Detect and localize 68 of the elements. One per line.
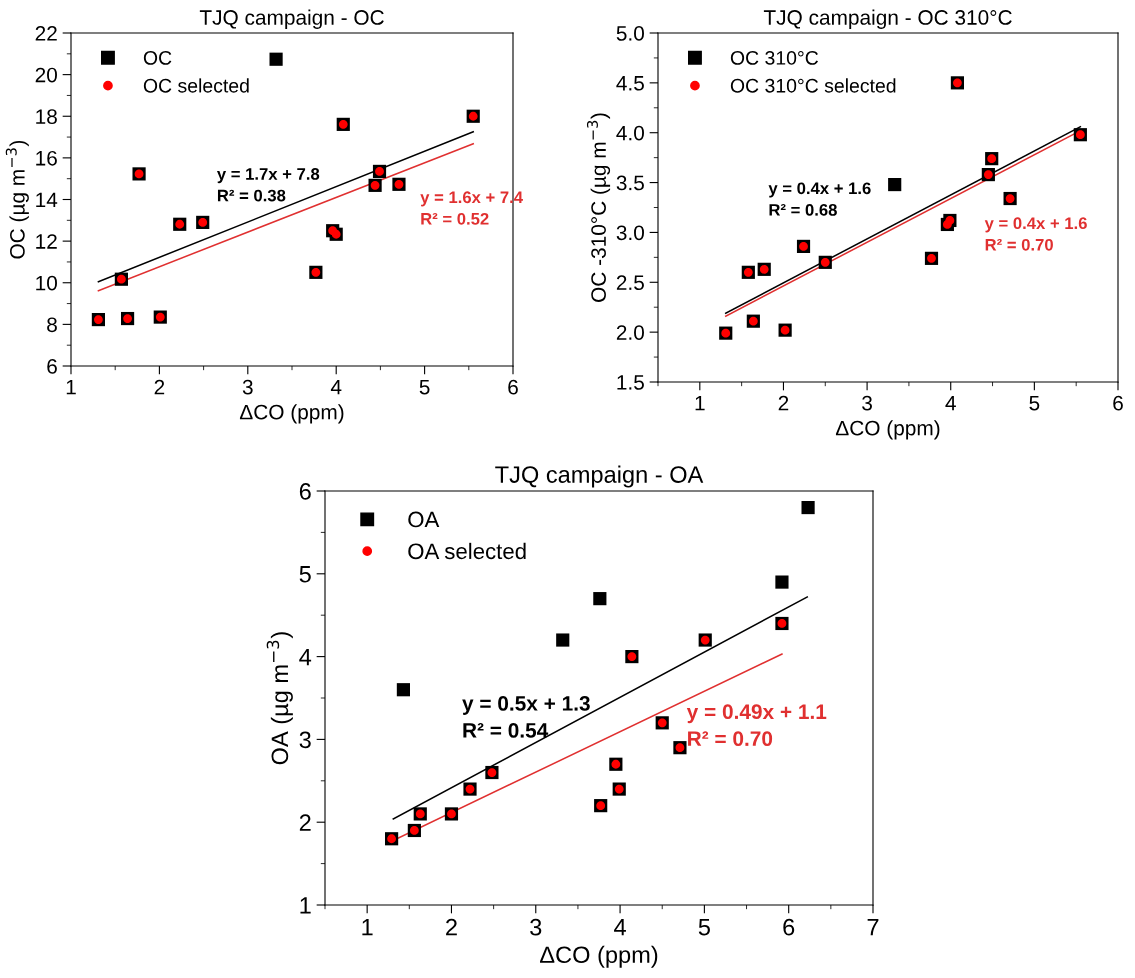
y-tick-label: 20 bbox=[35, 67, 57, 83]
x-tick-label: 3 bbox=[242, 379, 253, 395]
y-tick-label: 2.5 bbox=[616, 275, 644, 291]
annotation: y = 0.4x + 1.6 R² = 0.68 bbox=[768, 182, 871, 216]
chart-title: TJQ campaign - OC 310°C bbox=[763, 9, 1012, 29]
x-tick-label: 5 bbox=[698, 919, 710, 936]
y-tick-label: 2.0 bbox=[616, 325, 644, 340]
x-tick-label: 1 bbox=[362, 919, 373, 936]
y-tick-label: 8 bbox=[47, 317, 57, 333]
y-tick-label: 4.5 bbox=[616, 76, 644, 91]
y-tick-label: 3.0 bbox=[616, 225, 644, 241]
y-tick-label: 6 bbox=[47, 359, 57, 374]
x-tick-label: 1 bbox=[695, 395, 705, 411]
chart-title: TJQ campaign - OC bbox=[199, 9, 384, 29]
y-tick-label: 12 bbox=[36, 234, 57, 249]
y-tick-label: 16 bbox=[36, 150, 57, 166]
x-axis-title: ΔCO (ppm) bbox=[835, 420, 940, 440]
y-tick-label: 1.5 bbox=[617, 375, 644, 390]
chart-title: TJQ campaign - OA bbox=[495, 465, 704, 488]
point bbox=[775, 575, 789, 589]
point bbox=[593, 592, 607, 606]
annotation: y = 0.49x + 1.1 R² = 0.70 bbox=[686, 704, 827, 747]
x-axis-title: ΔCO (ppm) bbox=[239, 404, 344, 424]
y-tick-label: 10 bbox=[36, 275, 57, 291]
y-tick-label: 1 bbox=[300, 897, 311, 914]
x-tick-label: 4 bbox=[330, 379, 342, 395]
x-tick-label: 3 bbox=[530, 918, 542, 936]
x-tick-label: 6 bbox=[783, 918, 795, 936]
annotation: y = 0.4x + 1.6 R² = 0.70 bbox=[984, 217, 1087, 251]
y-tick-label: 22 bbox=[35, 26, 57, 41]
legend-label: OC 310°C selected bbox=[730, 78, 896, 93]
y-tick-label: 5.0 bbox=[616, 26, 644, 41]
y-tick-label: 3 bbox=[299, 731, 311, 749]
legend-label: OA bbox=[408, 511, 440, 528]
x-tick-label: 7 bbox=[867, 919, 879, 936]
point bbox=[888, 177, 902, 192]
legend-label: OC bbox=[143, 51, 172, 65]
y-tick-label: 5 bbox=[299, 566, 311, 583]
x-tick-label: 6 bbox=[508, 379, 518, 395]
y-tick-label: 4.0 bbox=[616, 125, 644, 141]
x-tick-label: 5 bbox=[1029, 395, 1040, 411]
x-tick-label: 2 bbox=[778, 395, 789, 411]
point bbox=[396, 683, 410, 697]
y-axis-title: OC (µg m$^{−3}$) bbox=[5, 140, 29, 259]
legend-label: OA selected bbox=[408, 542, 526, 560]
x-tick-label: 1 bbox=[66, 379, 76, 395]
x-axis-title: ΔCO (ppm) bbox=[540, 945, 658, 968]
x-tick-label: 2 bbox=[446, 918, 457, 936]
y-tick-label: 18 bbox=[36, 109, 57, 124]
point bbox=[269, 52, 283, 66]
point bbox=[801, 500, 815, 515]
x-tick-label: 4 bbox=[945, 395, 956, 411]
y-tick-label: 3.5 bbox=[616, 175, 644, 191]
x-tick-label: 5 bbox=[419, 379, 430, 395]
point bbox=[556, 633, 570, 647]
annotation: y = 0.5x + 1.3 R² = 0.54 bbox=[462, 696, 590, 738]
x-tick-label: 3 bbox=[862, 395, 872, 411]
legend-label: OC 310°C bbox=[730, 51, 819, 65]
x-tick-label: 6 bbox=[1113, 395, 1123, 411]
legend-label: OC selected bbox=[143, 78, 249, 93]
y-tick-label: 4 bbox=[299, 648, 312, 666]
y-tick-label: 6 bbox=[299, 483, 311, 500]
y-axis-title: OA (µg m$^{−3}$) bbox=[266, 632, 293, 765]
y-tick-label: 2 bbox=[299, 814, 311, 831]
x-tick-label: 2 bbox=[154, 379, 165, 395]
y-tick-label: 14 bbox=[36, 192, 58, 208]
y-axis-title: OC -310°C (µg m$^{−3}$) bbox=[586, 113, 611, 302]
annotation: y = 1.7x + 7.8 R² = 0.38 bbox=[216, 168, 320, 202]
